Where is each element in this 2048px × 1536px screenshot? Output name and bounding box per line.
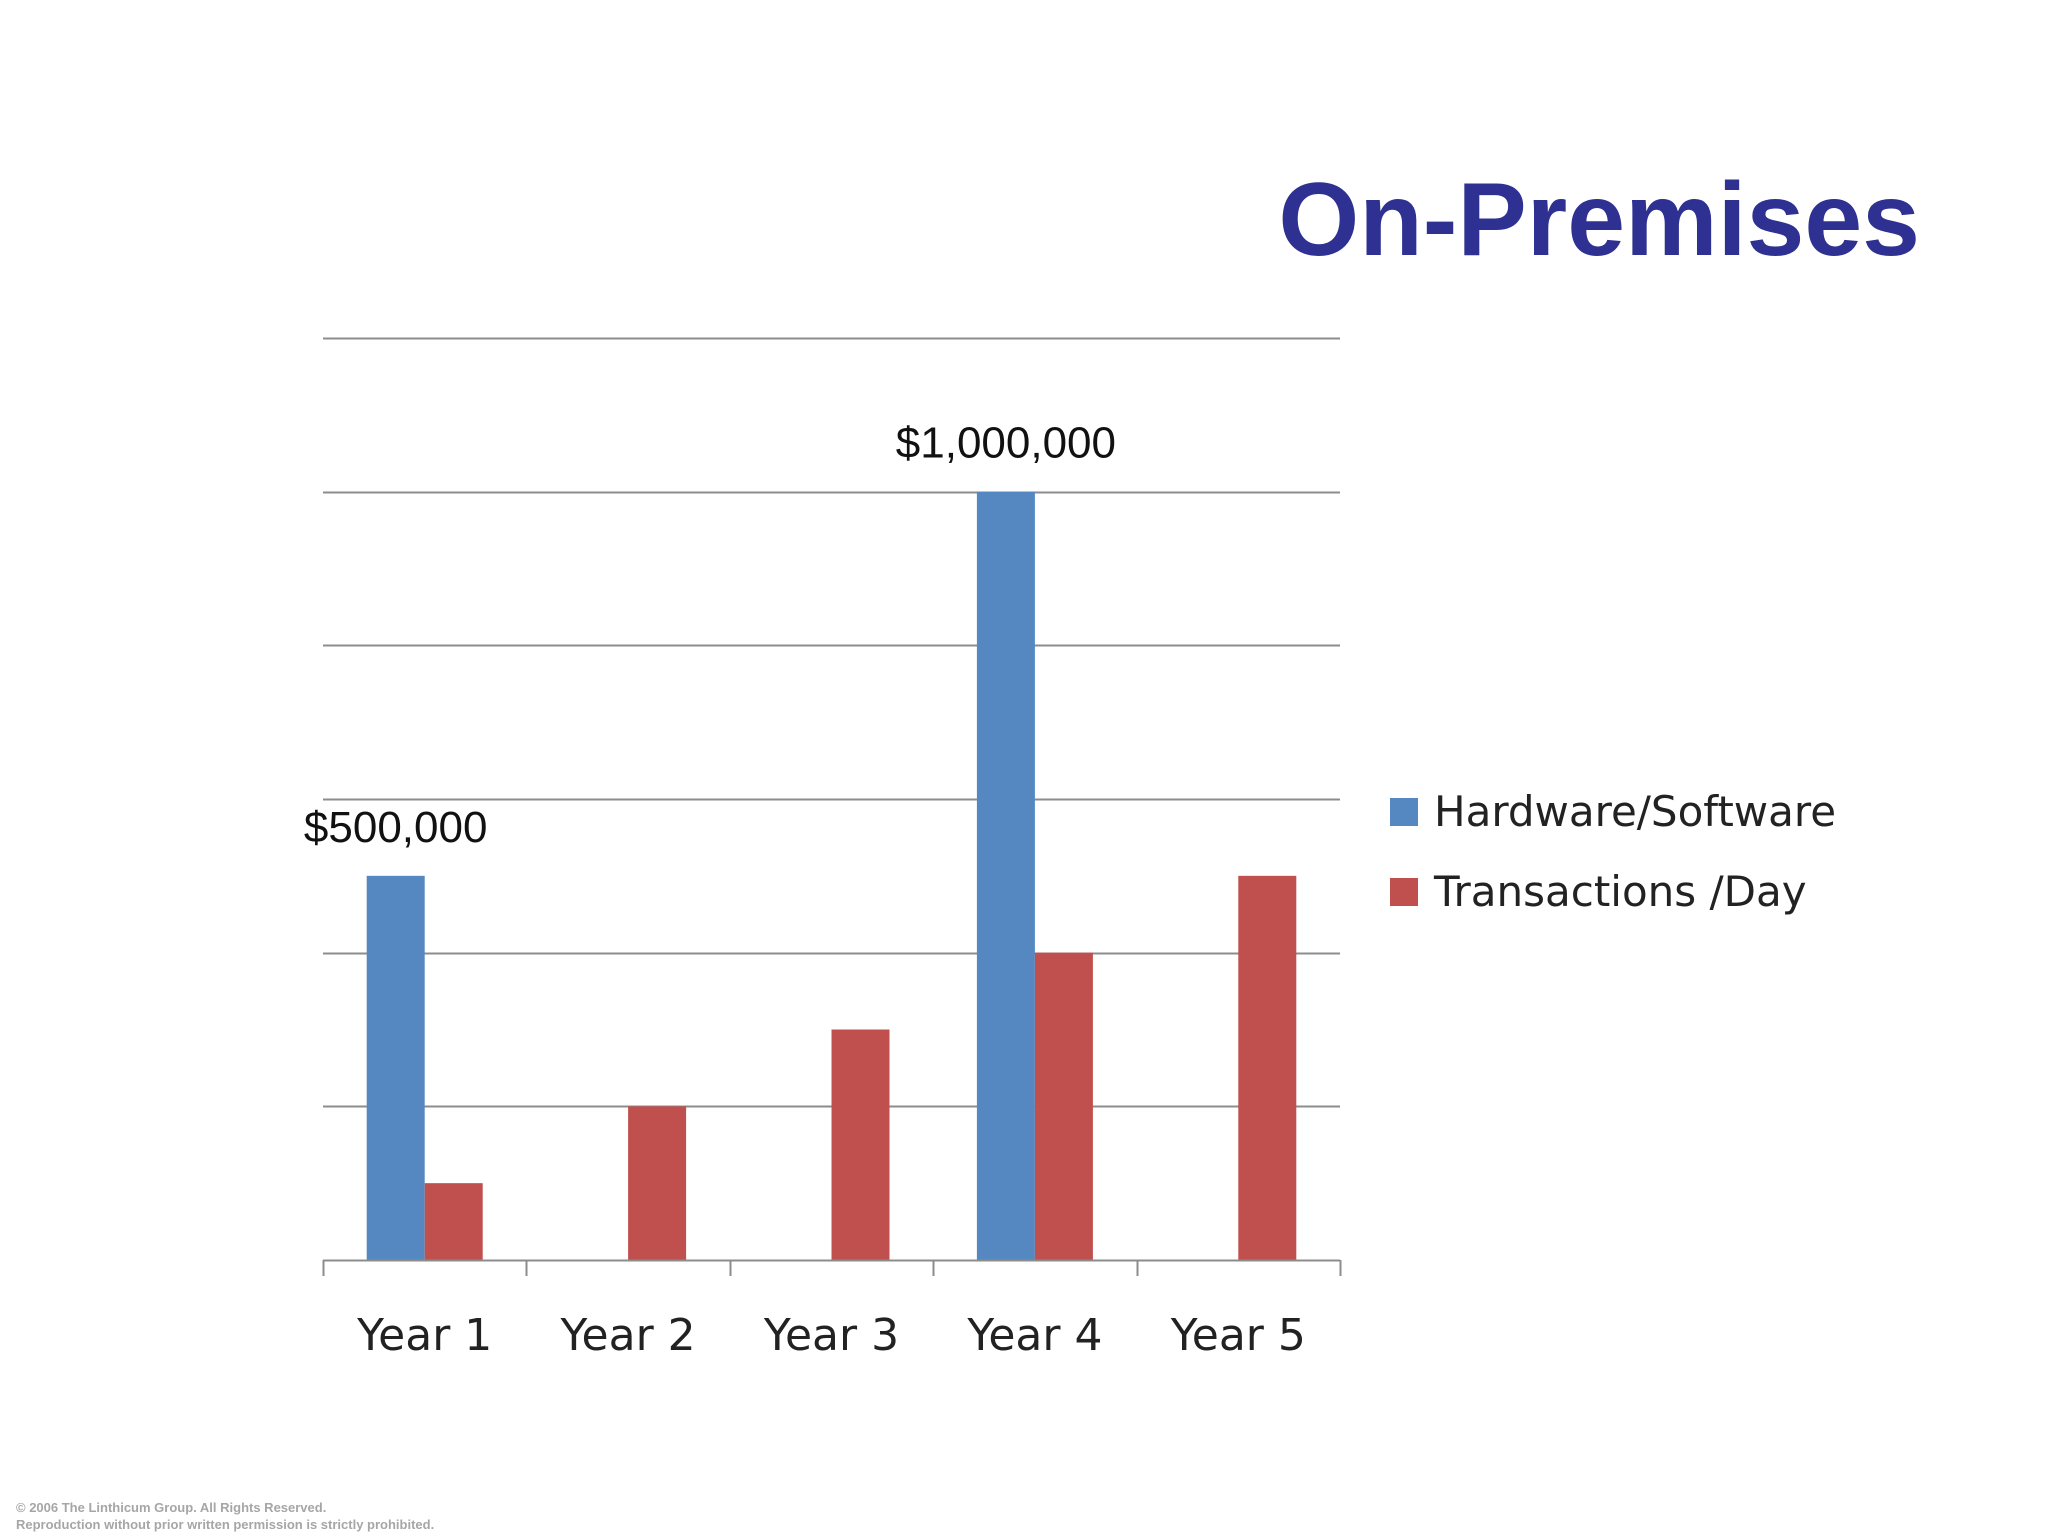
x-tick-label: Year 5 <box>1170 1310 1306 1361</box>
bar-hardware-software-year-4 <box>976 491 1035 1261</box>
copyright-footer: © 2006 The Linthicum Group. All Rights R… <box>16 1499 434 1533</box>
data-label: $500,000 <box>304 803 488 852</box>
data-label: $1,000,000 <box>896 419 1116 468</box>
bar-transactions-day-year-2 <box>628 1106 687 1260</box>
bar-transactions-day-year-1 <box>424 1183 483 1260</box>
data-labels: $500,000 $1,000,000 <box>304 419 1116 852</box>
bars <box>366 491 1297 1261</box>
bar-transactions-day-year-5 <box>1238 875 1297 1260</box>
bar-hardware-software-year-1 <box>366 875 425 1260</box>
legend-swatch <box>1390 798 1418 826</box>
x-axis: Year 1 Year 2 Year 3 Year 4 Year 5 <box>322 1259 1342 1361</box>
bar-transactions-day-year-4 <box>1034 952 1093 1260</box>
gridlines <box>323 337 1340 1108</box>
legend-label: Hardware/Software <box>1434 787 1836 836</box>
legend-swatch <box>1390 878 1418 906</box>
reproduction-notice: Reproduction without prior written permi… <box>16 1517 435 1532</box>
slide-title: On-Premises <box>1278 162 1920 278</box>
legend-label: Transactions /Day <box>1433 867 1807 916</box>
x-tick-label: Year 3 <box>763 1310 899 1361</box>
legend: Hardware/Software Transactions /Day <box>1390 787 1836 916</box>
copyright-line: © 2006 The Linthicum Group. All Rights R… <box>16 1500 327 1515</box>
bar-transactions-day-year-3 <box>831 1029 890 1260</box>
x-tick-label: Year 2 <box>560 1310 696 1361</box>
x-tick-label: Year 4 <box>966 1310 1102 1361</box>
x-tick-label: Year 1 <box>356 1310 492 1361</box>
